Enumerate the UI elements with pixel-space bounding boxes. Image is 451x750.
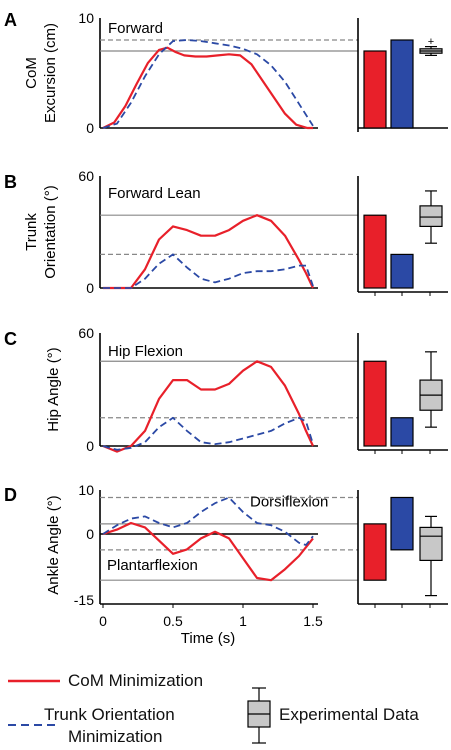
- y-tick-label: 0: [86, 526, 94, 542]
- box-outlier: +: [428, 36, 434, 48]
- bar-com: [363, 214, 387, 289]
- series-trunk-line: [102, 496, 314, 546]
- y-tick-label: 10: [78, 10, 94, 26]
- bar-trunk: [390, 253, 414, 289]
- panel-letter: D: [4, 485, 17, 505]
- panel-letter: B: [4, 172, 17, 192]
- y-tick-label: 0: [86, 438, 94, 454]
- legend-trunk-label-2: Minimization: [68, 727, 162, 746]
- panel-A: A CoM Excursion (cm) 10 0 Forward +: [4, 10, 448, 136]
- panel-C: C Hip Angle (°) 60 0 Hip Flexion: [4, 325, 448, 454]
- panel-title: Forward: [108, 20, 163, 37]
- series-com-line: [102, 521, 314, 582]
- box-iqr: [419, 205, 443, 228]
- y-axis-label: Excursion (cm): [42, 23, 59, 123]
- y-tick-label: 60: [78, 168, 94, 184]
- series-com-line: [102, 46, 313, 130]
- panel-title: Forward Lean: [108, 185, 201, 202]
- panels: A CoM Excursion (cm) 10 0 Forward + B Trunk Orien…: [4, 10, 448, 608]
- bar-com: [363, 50, 387, 129]
- x-tick-label: 1.5: [303, 613, 323, 629]
- annotation-plantarflexion: Plantarflexion: [107, 557, 198, 574]
- panel-B: B Trunk Orientation (°) 60 0 Forward Lean: [4, 168, 448, 296]
- legend-trunk-label-1: Trunk Orientation: [44, 705, 175, 724]
- y-tick-label: 10: [78, 482, 94, 498]
- y-tick-label: 0: [86, 120, 94, 136]
- panel-title: Hip Flexion: [108, 343, 183, 360]
- box-iqr: [419, 526, 443, 562]
- y-tick-label: 0: [86, 280, 94, 296]
- x-tick-label: 0: [99, 613, 107, 629]
- x-axis: 0 0.5 1 1.5 Time (s): [99, 613, 323, 647]
- y-tick-label: 60: [78, 325, 94, 341]
- bar-com: [363, 360, 387, 447]
- series-com-line: [103, 214, 314, 290]
- y-axis-label: CoM: [23, 57, 40, 89]
- y-axis-label: Hip Angle (°): [45, 347, 62, 431]
- panel-D: D Ankle Angle (°) 10 0 -15 Dorsiflexion Planta…: [4, 482, 448, 608]
- legend-boxplot-icon: [247, 687, 271, 744]
- x-tick-label: 0.5: [163, 613, 183, 629]
- panel-letter: C: [4, 329, 17, 349]
- legend: CoM Minimization Trunk Orientation Minim…: [8, 671, 419, 746]
- legend-com-label: CoM Minimization: [68, 671, 203, 690]
- x-axis-label: Time (s): [181, 630, 235, 647]
- y-axis-label: Orientation (°): [42, 185, 59, 279]
- series-trunk-line: [103, 253, 314, 289]
- bar-trunk: [390, 496, 414, 551]
- series-trunk-line: [102, 39, 314, 129]
- bar-trunk: [390, 39, 414, 129]
- bar-trunk: [390, 417, 414, 447]
- y-axis-label: Ankle Angle (°): [45, 495, 62, 594]
- panel-letter: A: [4, 10, 17, 30]
- annotation-dorsiflexion: Dorsiflexion: [250, 494, 328, 511]
- legend-exp-label: Experimental Data: [279, 705, 419, 724]
- x-tick-label: 1: [239, 613, 247, 629]
- series-trunk-line: [102, 416, 314, 451]
- y-tick-label: -15: [74, 592, 94, 608]
- y-axis-label: Trunk: [23, 213, 40, 251]
- series-com-line: [102, 360, 314, 453]
- bar-com: [363, 523, 387, 581]
